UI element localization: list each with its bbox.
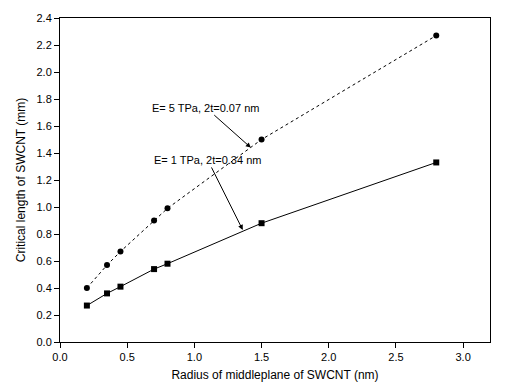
svg-text:2.2: 2.2	[37, 39, 52, 51]
svg-text:1.8: 1.8	[37, 93, 52, 105]
svg-text:E= 5 TPa, 2t=0.07 nm: E= 5 TPa, 2t=0.07 nm	[152, 102, 259, 114]
svg-text:0.4: 0.4	[37, 282, 52, 294]
svg-text:0.0: 0.0	[37, 336, 52, 348]
svg-text:0.2: 0.2	[37, 309, 52, 321]
svg-text:3.0: 3.0	[455, 351, 470, 363]
svg-text:2.4: 2.4	[37, 12, 52, 24]
svg-text:0.8: 0.8	[37, 228, 52, 240]
svg-text:1.6: 1.6	[37, 120, 52, 132]
svg-text:Radius of middleplane of SWCNT: Radius of middleplane of SWCNT (nm)	[171, 368, 378, 382]
svg-text:0.6: 0.6	[37, 255, 52, 267]
svg-text:2.0: 2.0	[321, 351, 336, 363]
svg-text:1.4: 1.4	[37, 147, 52, 159]
svg-text:1.0: 1.0	[37, 201, 52, 213]
svg-text:0.0: 0.0	[52, 351, 67, 363]
svg-text:E= 1 TPa, 2t=0.34 nm: E= 1 TPa, 2t=0.34 nm	[154, 154, 261, 166]
svg-text:Critical length of SWCNT (mm): Critical length of SWCNT (mm)	[14, 98, 28, 262]
svg-text:2.0: 2.0	[37, 66, 52, 78]
svg-text:1.5: 1.5	[254, 351, 269, 363]
svg-text:0.5: 0.5	[120, 351, 135, 363]
svg-text:1.2: 1.2	[37, 174, 52, 186]
svg-text:1.0: 1.0	[187, 351, 202, 363]
svg-text:2.5: 2.5	[388, 351, 403, 363]
